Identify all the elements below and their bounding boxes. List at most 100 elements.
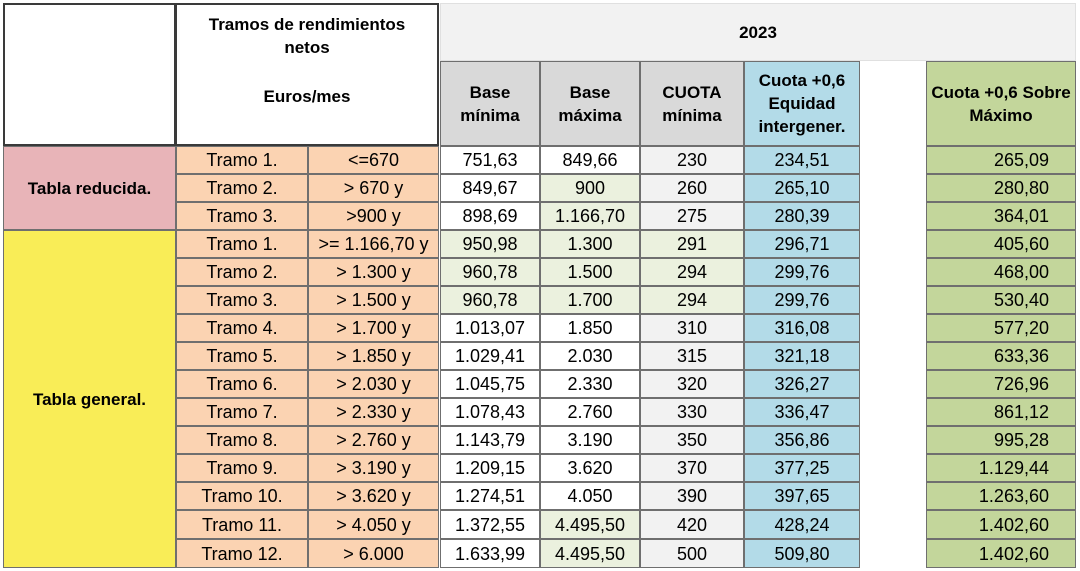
base-minima-cell: 1.143,79 xyxy=(440,426,540,454)
cuota-max-cell: 726,96 xyxy=(926,370,1076,398)
cuota-equidad-cell: 336,47 xyxy=(744,398,860,426)
cuota-max-cell: 1.402,60 xyxy=(926,510,1076,539)
rango-cell: <=670 xyxy=(308,146,439,174)
cuota-minima-cell: 230 xyxy=(640,146,744,174)
col-header-base-minima: Base mínima xyxy=(440,61,540,146)
rango-cell: > 3.190 y xyxy=(308,454,439,482)
group-label: Tabla reducida. xyxy=(27,178,152,198)
base-maxima-cell: 2.030 xyxy=(540,342,640,370)
tramos-header-cell: Tramos de rendimientos netos Euros/mes xyxy=(175,3,439,146)
tramo-cell: Tramo 7. xyxy=(176,398,308,426)
base-minima-cell: 1.274,51 xyxy=(440,482,540,510)
cuota-minima-cell: 330 xyxy=(640,398,744,426)
tramo-cell: Tramo 2. xyxy=(176,258,308,286)
rango-cell: > 2.030 y xyxy=(308,370,439,398)
tramo-cell: Tramo 2. xyxy=(176,174,308,202)
cuota-max-cell: 577,20 xyxy=(926,314,1076,342)
cuota-max-cell: 265,09 xyxy=(926,146,1076,174)
col-header-base-maxima: Base máxima xyxy=(540,61,640,146)
base-minima-cell: 960,78 xyxy=(440,286,540,314)
base-maxima-cell: 4.050 xyxy=(540,482,640,510)
base-maxima-cell: 3.190 xyxy=(540,426,640,454)
base-maxima-cell: 2.330 xyxy=(540,370,640,398)
cuota-max-cell: 861,12 xyxy=(926,398,1076,426)
tramo-cell: Tramo 12. xyxy=(176,539,308,568)
cuota-equidad-cell: 316,08 xyxy=(744,314,860,342)
cuota-equidad-cell: 428,24 xyxy=(744,510,860,539)
base-minima-cell: 849,67 xyxy=(440,174,540,202)
cuota-max-cell: 364,01 xyxy=(926,202,1076,230)
base-maxima-cell: 1.300 xyxy=(540,230,640,258)
rango-cell: > 1.500 y xyxy=(308,286,439,314)
base-minima-cell: 1.633,99 xyxy=(440,539,540,568)
base-minima-cell: 1.372,55 xyxy=(440,510,540,539)
cuota-minima-cell: 291 xyxy=(640,230,744,258)
tramo-cell: Tramo 1. xyxy=(176,146,308,174)
base-maxima-cell: 2.760 xyxy=(540,398,640,426)
cuota-max-cell: 530,40 xyxy=(926,286,1076,314)
group-label: Tabla general. xyxy=(32,389,147,409)
cuota-equidad-cell: 299,76 xyxy=(744,286,860,314)
tramo-cell: Tramo 9. xyxy=(176,454,308,482)
cuota-minima-cell: 294 xyxy=(640,286,744,314)
tramo-cell: Tramo 3. xyxy=(176,286,308,314)
cuota-max-cell: 280,80 xyxy=(926,174,1076,202)
base-maxima-cell: 1.850 xyxy=(540,314,640,342)
base-minima-cell: 898,69 xyxy=(440,202,540,230)
base-minima-cell: 950,98 xyxy=(440,230,540,258)
cuota-equidad-cell: 397,65 xyxy=(744,482,860,510)
base-minima-cell: 960,78 xyxy=(440,258,540,286)
tramos-header-title: Tramos de rendimientos netos xyxy=(208,15,406,57)
cuota-equidad-cell: 356,86 xyxy=(744,426,860,454)
base-maxima-cell: 4.495,50 xyxy=(540,539,640,568)
rango-cell: > 1.300 y xyxy=(308,258,439,286)
base-minima-cell: 751,63 xyxy=(440,146,540,174)
tramos-header-units: Euros/mes xyxy=(263,87,351,106)
cuota-equidad-cell: 377,25 xyxy=(744,454,860,482)
base-minima-cell: 1.078,43 xyxy=(440,398,540,426)
rango-cell: >= 1.166,70 y xyxy=(308,230,439,258)
tramo-cell: Tramo 4. xyxy=(176,314,308,342)
cuota-minima-cell: 350 xyxy=(640,426,744,454)
base-maxima-cell: 900 xyxy=(540,174,640,202)
cuota-max-cell: 1.402,60 xyxy=(926,539,1076,568)
cuota-minima-cell: 320 xyxy=(640,370,744,398)
col-header-label: Base máxima xyxy=(558,82,622,125)
tramo-cell: Tramo 8. xyxy=(176,426,308,454)
col-header-label: Base mínima xyxy=(460,82,520,125)
cuota-max-cell: 995,28 xyxy=(926,426,1076,454)
cuota-equidad-cell: 234,51 xyxy=(744,146,860,174)
base-maxima-cell: 1.700 xyxy=(540,286,640,314)
base-maxima-cell: 1.500 xyxy=(540,258,640,286)
col-header-label: Cuota +0,6 Sobre Máximo xyxy=(931,82,1071,125)
cuota-minima-cell: 260 xyxy=(640,174,744,202)
rango-cell: >900 y xyxy=(308,202,439,230)
cuota-equidad-cell: 321,18 xyxy=(744,342,860,370)
cuota-minima-cell: 315 xyxy=(640,342,744,370)
cuota-equidad-cell: 296,71 xyxy=(744,230,860,258)
col-header-label: Cuota +0,6 Equidad intergener. xyxy=(758,71,846,136)
cuota-minima-cell: 390 xyxy=(640,482,744,510)
cuota-minima-cell: 370 xyxy=(640,454,744,482)
col-header-label: CUOTA mínima xyxy=(662,82,722,125)
tramo-cell: Tramo 6. xyxy=(176,370,308,398)
cuota-max-cell: 1.129,44 xyxy=(926,454,1076,482)
tramo-cell: Tramo 5. xyxy=(176,342,308,370)
cuota-max-cell: 468,00 xyxy=(926,258,1076,286)
base-maxima-cell: 849,66 xyxy=(540,146,640,174)
base-minima-cell: 1.045,75 xyxy=(440,370,540,398)
rango-cell: > 670 y xyxy=(308,174,439,202)
base-maxima-cell: 4.495,50 xyxy=(540,510,640,539)
cuota-minima-cell: 294 xyxy=(640,258,744,286)
tramo-cell: Tramo 11. xyxy=(176,510,308,539)
cuota-minima-cell: 420 xyxy=(640,510,744,539)
cuota-minima-cell: 500 xyxy=(640,539,744,568)
corner-blank-cell xyxy=(3,3,176,146)
cuota-max-cell: 633,36 xyxy=(926,342,1076,370)
group-tabla-general: Tabla general. xyxy=(3,230,176,568)
cuota-equidad-cell: 265,10 xyxy=(744,174,860,202)
col-header-cuota-max: Cuota +0,6 Sobre Máximo xyxy=(926,61,1076,146)
rango-cell: > 4.050 y xyxy=(308,510,439,539)
rango-cell: > 2.330 y xyxy=(308,398,439,426)
col-header-cuota-equidad: Cuota +0,6 Equidad intergener. xyxy=(744,61,860,146)
